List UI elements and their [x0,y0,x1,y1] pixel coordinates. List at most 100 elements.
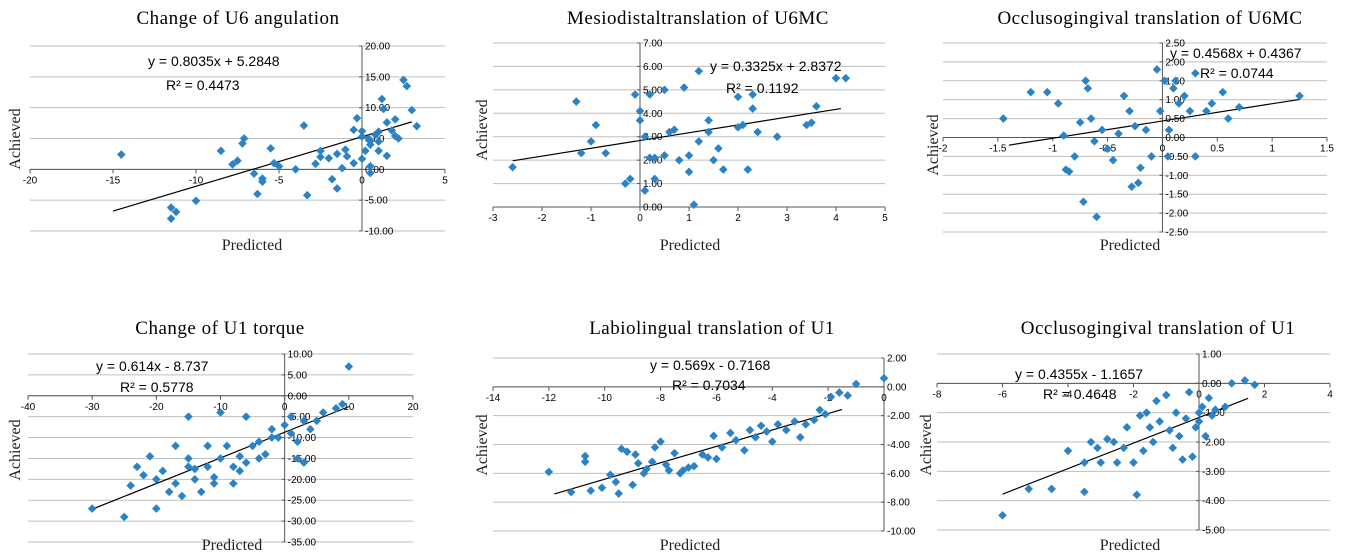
data-point [719,165,728,174]
x-tick-label: -6 [998,389,1007,400]
y-tick-label: -5.00 [365,196,388,207]
y-axis-label: Achieved [474,99,491,160]
y-tick-label: -10.00 [288,433,317,444]
data-point [228,160,237,169]
data-point [1197,402,1207,412]
data-point [650,443,660,452]
trendline [512,107,841,162]
x-tick-label: -4 [768,393,777,404]
data-point [1119,91,1129,101]
data-point [139,470,148,480]
data-point [781,425,791,435]
data-point [190,464,200,474]
data-point [366,161,375,171]
data-point [1059,131,1068,140]
y-axis-label: Achieved [7,108,24,169]
data-point [1184,387,1194,397]
data-point [597,483,607,493]
regression-equation: y = 0.8035x + 5.2848 [148,53,280,69]
y-tick-label: 1.00 [643,179,663,190]
data-point [1240,376,1250,385]
y-tick-label: 3.00 [643,132,663,143]
data-point [835,388,844,397]
data-point [1161,390,1171,400]
x-tick-label: -8 [656,393,665,404]
y-tick-label: 5.00 [365,134,385,145]
y-tick-label: -5.00 [288,412,311,423]
data-point [158,466,168,476]
data-point [1165,425,1174,435]
data-point [1191,68,1200,78]
data-point [229,479,238,488]
data-point [709,155,718,165]
data-point [1139,446,1148,456]
data-point [1129,458,1138,467]
x-tick-label: -20 [149,402,164,413]
data-point [751,432,760,442]
trendline [1008,98,1300,146]
data-point [171,479,180,488]
y-tick-label: -4.00 [887,440,910,451]
data-point [132,462,142,472]
y-tick-label: 7.00 [643,39,663,50]
data-point [1119,443,1128,453]
y-axis-label: Achieved [7,419,24,480]
data-point [1133,178,1143,188]
data-point [879,373,889,383]
data-point [1103,434,1112,444]
data-point [253,189,262,199]
chart-title: Occlusogingival translation of U6MC [997,8,1302,29]
y-tick-label: 1.00 [1202,350,1222,361]
data-point [312,416,322,426]
data-point [171,207,181,217]
data-point [1191,152,1200,161]
data-point [508,162,517,172]
data-point [1234,102,1244,112]
data-point [1093,443,1102,453]
y-tick-label: -2.00 [1202,438,1225,449]
data-point [352,113,362,123]
data-point [357,154,367,164]
data-point [709,431,718,441]
data-point [341,145,350,154]
data-point [203,441,212,451]
regression-equation: y = 0.4568x + 0.4367 [1170,45,1302,61]
x-tick-label: -40 [21,402,36,413]
x-tick-label: -2 [1129,389,1138,400]
data-point [606,470,615,480]
x-tick-label: 5 [442,175,448,186]
y-tick-label: -5.00 [1202,526,1225,537]
data-point [184,454,193,463]
r-squared-label: R² = 0.7034 [672,377,746,393]
x-tick-label: 0 [1196,389,1202,400]
data-point [1141,125,1151,135]
r-squared-label: R² = 0.4473 [166,77,240,93]
x-tick-label: -10 [213,402,228,413]
data-point [660,85,669,95]
x-tick-label: 2 [735,213,741,224]
x-tick-label: 3 [784,213,790,224]
data-point [591,120,601,130]
y-tick-label: -10.00 [365,227,394,238]
data-point [650,153,659,163]
data-point [1194,417,1204,426]
y-tick-label: 0.00 [1202,379,1222,390]
data-point [394,134,403,143]
data-point [254,454,264,463]
y-tick-label: 0.00 [887,382,907,393]
data-point [576,148,586,158]
data-point [349,158,358,168]
data-point [1171,76,1180,86]
y-tick-label: -3.00 [1202,467,1225,478]
data-point [1108,155,1118,165]
y-tick-label: 0.00 [1165,133,1185,144]
x-tick-label: -1.5 [989,144,1007,155]
data-point [544,467,554,477]
data-point [119,512,129,522]
data-point [630,90,640,99]
x-tick-label: -5 [275,175,284,186]
data-point [331,404,341,413]
y-tick-label: -1.00 [1165,171,1188,182]
regression-equation: y = 0.3325x + 2.8372 [710,58,842,74]
y-tick-label: -1.50 [1165,190,1188,201]
